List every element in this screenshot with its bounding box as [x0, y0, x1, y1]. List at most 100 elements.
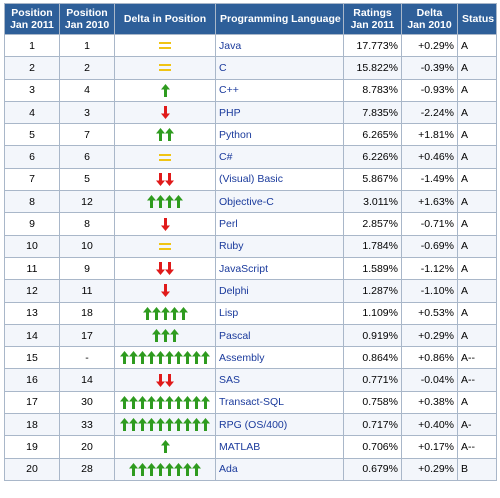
arrow-up-icon	[151, 329, 161, 342]
arrow-up-icon	[156, 462, 165, 476]
arrow-up-icon	[169, 306, 179, 320]
arrow-up-icon	[138, 462, 147, 476]
arrow-up-icon	[201, 351, 210, 365]
arrow-up-icon	[165, 128, 174, 142]
arrow-up-icon	[183, 395, 192, 409]
position-2010-cell: 7	[59, 123, 115, 147]
delta-cell: +0.17%	[401, 435, 458, 459]
arrow-up-icon	[174, 418, 183, 432]
delta-cell: +0.40%	[401, 413, 458, 437]
arrow-down-icon	[156, 262, 165, 276]
position-2010-cell: 6	[59, 145, 115, 169]
delta-position-cell	[114, 190, 216, 214]
trend-indicator	[118, 195, 212, 209]
position-2010-cell: 3	[59, 100, 115, 125]
language-link[interactable]: Delphi	[215, 279, 344, 303]
arrow-down-icon	[160, 106, 170, 120]
trend-indicator	[118, 462, 212, 476]
language-link[interactable]: PHP	[215, 100, 344, 125]
delta-position-cell	[114, 390, 216, 415]
arrow-up-icon	[183, 462, 192, 476]
language-link[interactable]: Objective-C	[215, 190, 344, 214]
equal-icon	[159, 242, 171, 250]
position-2010-cell: 33	[59, 413, 115, 437]
language-link[interactable]: C#	[215, 145, 344, 169]
arrow-down-icon	[165, 172, 174, 186]
arrow-up-icon	[165, 418, 174, 432]
delta-position-cell	[114, 346, 216, 370]
rating-cell: 0.717%	[343, 413, 402, 437]
header-delta-position[interactable]: Delta in Position	[114, 3, 216, 35]
trend-indicator	[118, 61, 212, 75]
language-link[interactable]: Perl	[215, 212, 344, 236]
trend-indicator	[118, 172, 212, 186]
position-2010-cell: -	[59, 346, 115, 370]
language-link[interactable]: Ada	[215, 457, 344, 481]
arrow-up-icon	[138, 351, 147, 365]
rating-cell: 7.835%	[343, 100, 402, 125]
header-position-2011[interactable]: Position Jan 2011	[4, 3, 60, 35]
delta-position-cell	[114, 234, 216, 258]
trend-indicator	[118, 440, 212, 454]
arrow-up-icon	[174, 195, 183, 209]
language-link[interactable]: Lisp	[215, 301, 344, 325]
language-link[interactable]: JavaScript	[215, 256, 344, 281]
arrow-up-icon	[147, 418, 156, 432]
language-link[interactable]: C++	[215, 78, 344, 102]
language-link[interactable]: Java	[215, 33, 344, 58]
language-link[interactable]: RPG (OS/400)	[215, 413, 344, 437]
position-2011-cell: 9	[4, 212, 60, 236]
language-link[interactable]: MATLAB	[215, 435, 344, 459]
trend-indicator	[118, 373, 212, 387]
language-link[interactable]: Ruby	[215, 234, 344, 258]
ranking-table-container: Position Jan 2011 Position Jan 2010 Delt…	[4, 3, 497, 481]
equal-icon	[159, 42, 171, 50]
arrow-up-icon	[165, 395, 174, 409]
header-delta[interactable]: Delta Jan 2010	[401, 3, 458, 35]
header-status[interactable]: Status	[457, 3, 497, 35]
header-position-2010[interactable]: Position Jan 2010	[59, 3, 115, 35]
status-cell: A	[457, 190, 497, 214]
delta-position-cell	[114, 212, 216, 236]
delta-position-cell	[114, 100, 216, 125]
arrow-up-icon	[129, 351, 138, 365]
position-2010-cell: 1	[59, 33, 115, 58]
arrow-down-icon	[156, 172, 165, 186]
header-ratings[interactable]: Ratings Jan 2011	[343, 3, 402, 35]
language-link[interactable]: SAS	[215, 368, 344, 392]
table-row-16: 16 14 SAS 0.771% -0.04% A--	[4, 368, 497, 392]
delta-position-cell	[114, 368, 216, 392]
language-link[interactable]: Assembly	[215, 346, 344, 370]
arrow-up-icon	[174, 395, 183, 409]
position-2011-cell: 5	[4, 123, 60, 147]
language-link[interactable]: C	[215, 56, 344, 80]
arrow-up-icon	[147, 395, 156, 409]
language-link[interactable]: (Visual) Basic	[215, 167, 344, 192]
table-row-8: 8 12 Objective-C 3.011% +1.63% A	[4, 190, 497, 214]
rating-cell: 1.784%	[343, 234, 402, 258]
language-link[interactable]: Python	[215, 123, 344, 147]
status-cell: A	[457, 78, 497, 102]
language-link[interactable]: Transact-SQL	[215, 390, 344, 415]
delta-cell: +0.53%	[401, 301, 458, 325]
arrow-down-icon	[160, 217, 170, 231]
delta-position-cell	[114, 323, 216, 348]
language-link[interactable]: Pascal	[215, 323, 344, 348]
arrow-up-icon	[147, 462, 156, 476]
arrow-up-icon	[201, 395, 210, 409]
arrow-up-icon	[151, 306, 161, 320]
delta-position-cell	[114, 33, 216, 58]
status-cell: A	[457, 212, 497, 236]
delta-position-cell	[114, 413, 216, 437]
trend-indicator	[118, 217, 212, 231]
trend-indicator	[118, 418, 212, 432]
arrow-up-icon	[178, 306, 188, 320]
delta-cell: +1.63%	[401, 190, 458, 214]
arrow-up-icon	[183, 351, 192, 365]
header-language[interactable]: Programming Language	[215, 3, 344, 35]
position-2011-cell: 11	[4, 256, 60, 281]
equal-icon	[159, 153, 171, 161]
arrow-up-icon	[192, 395, 201, 409]
table-body: 1 1 Java 17.773% +0.29% A 2 2 C 15.822% …	[4, 33, 497, 481]
delta-position-cell	[114, 123, 216, 147]
